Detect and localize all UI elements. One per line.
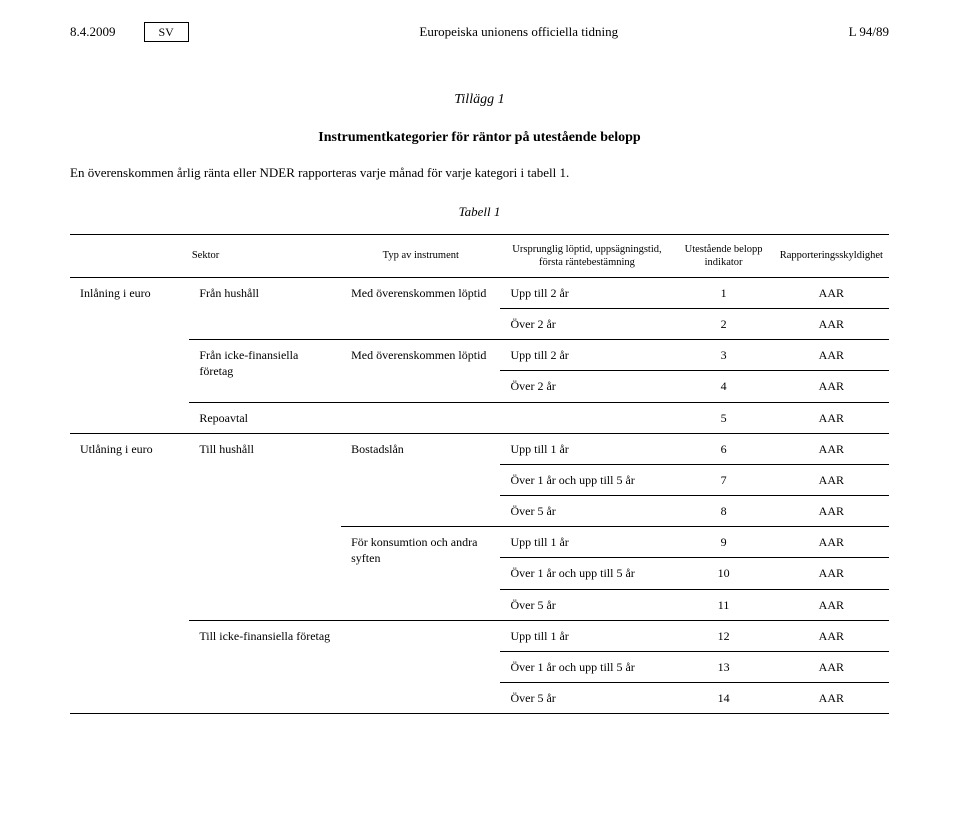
cell-reporting: AAR [774, 308, 889, 339]
cell-reporting: AAR [774, 277, 889, 308]
cell-subinstrument: För konsumtion och andra syften [341, 527, 500, 621]
cell-reporting: AAR [774, 652, 889, 683]
cell-reporting: AAR [774, 683, 889, 714]
cell-subinstrument: Med överenskommen löptid [341, 340, 500, 402]
table-label: Tabell 1 [70, 204, 889, 220]
col-sector: Sektor [70, 234, 341, 277]
cell-instrument: Från hushåll [189, 277, 341, 339]
cell-maturity: Över 1 år och upp till 5 år [500, 652, 673, 683]
table-row: Till icke-finansiella företag Upp till 1… [70, 620, 889, 651]
cell-maturity: Över 5 år [500, 496, 673, 527]
cell-maturity: Upp till 2 år [500, 277, 673, 308]
cell-indicator: 3 [673, 340, 773, 371]
cell-maturity: Upp till 1 år [500, 527, 673, 558]
cell-maturity: Över 2 år [500, 308, 673, 339]
header-left: 8.4.2009 SV [70, 22, 189, 42]
cell-reporting: AAR [774, 433, 889, 464]
col-indicator: Utestående belopp indikator [673, 234, 773, 277]
table-row: Inlåning i euro Från hushåll Med överens… [70, 277, 889, 308]
cell-maturity: Över 5 år [500, 683, 673, 714]
cell-reporting: AAR [774, 589, 889, 620]
table-row: Från icke-finansiella företag Med överen… [70, 340, 889, 371]
cell-indicator: 11 [673, 589, 773, 620]
cell-indicator: 6 [673, 433, 773, 464]
cell-indicator: 14 [673, 683, 773, 714]
header-page-ref: L 94/89 [849, 24, 889, 40]
intro-paragraph: En överenskommen årlig ränta eller NDER … [70, 164, 889, 182]
table-title: Instrumentkategorier för räntor på utest… [70, 130, 889, 146]
table-row: Utlåning i euro Till hushåll Bostadslån … [70, 433, 889, 464]
cell-instrument: Till hushåll [189, 433, 341, 620]
cell-reporting: AAR [774, 464, 889, 495]
header-lang-box: SV [144, 22, 189, 42]
header-date: 8.4.2009 [70, 24, 116, 40]
col-instrument-type: Typ av instrument [341, 234, 500, 277]
col-maturity: Ursprunglig löptid, uppsägningstid, förs… [500, 234, 673, 277]
header-center: Europeiska unionens officiella tidning [189, 24, 849, 40]
cell-indicator: 5 [673, 402, 773, 433]
cell-indicator: 2 [673, 308, 773, 339]
cell-maturity: Över 1 år och upp till 5 år [500, 464, 673, 495]
cell-sector: Inlåning i euro [70, 277, 189, 433]
cell-indicator: 13 [673, 652, 773, 683]
cell-maturity: Upp till 1 år [500, 620, 673, 651]
cell-indicator: 8 [673, 496, 773, 527]
cell-subinstrument: Bostadslån [341, 433, 500, 527]
cell-reporting: AAR [774, 527, 889, 558]
cell-indicator: 9 [673, 527, 773, 558]
table-header-row: Sektor Typ av instrument Ursprunglig löp… [70, 234, 889, 277]
instrument-table: Sektor Typ av instrument Ursprunglig löp… [70, 234, 889, 715]
cell-indicator: 12 [673, 620, 773, 651]
cell-instrument: Repoavtal [189, 402, 673, 433]
cell-maturity: Upp till 2 år [500, 340, 673, 371]
cell-reporting: AAR [774, 402, 889, 433]
cell-reporting: AAR [774, 496, 889, 527]
page-header: 8.4.2009 SV Europeiska unionens officiel… [70, 22, 889, 42]
cell-maturity: Över 5 år [500, 589, 673, 620]
cell-maturity: Över 1 år och upp till 5 år [500, 558, 673, 589]
cell-reporting: AAR [774, 558, 889, 589]
cell-reporting: AAR [774, 620, 889, 651]
cell-reporting: AAR [774, 340, 889, 371]
cell-indicator: 4 [673, 371, 773, 402]
col-reporting: Rapporteringsskyldighet [774, 234, 889, 277]
table-row: Repoavtal 5 AAR [70, 402, 889, 433]
cell-indicator: 10 [673, 558, 773, 589]
cell-subinstrument: Med överenskommen löptid [341, 277, 500, 339]
appendix-title: Tillägg 1 [70, 92, 889, 108]
cell-maturity: Upp till 1 år [500, 433, 673, 464]
cell-indicator: 7 [673, 464, 773, 495]
table-body: Inlåning i euro Från hushåll Med överens… [70, 277, 889, 714]
cell-reporting: AAR [774, 371, 889, 402]
cell-sector: Utlåning i euro [70, 433, 189, 714]
cell-maturity: Över 2 år [500, 371, 673, 402]
cell-indicator: 1 [673, 277, 773, 308]
cell-instrument: Till icke-finansiella företag [189, 620, 500, 714]
cell-instrument: Från icke-finansiella företag [189, 340, 341, 402]
